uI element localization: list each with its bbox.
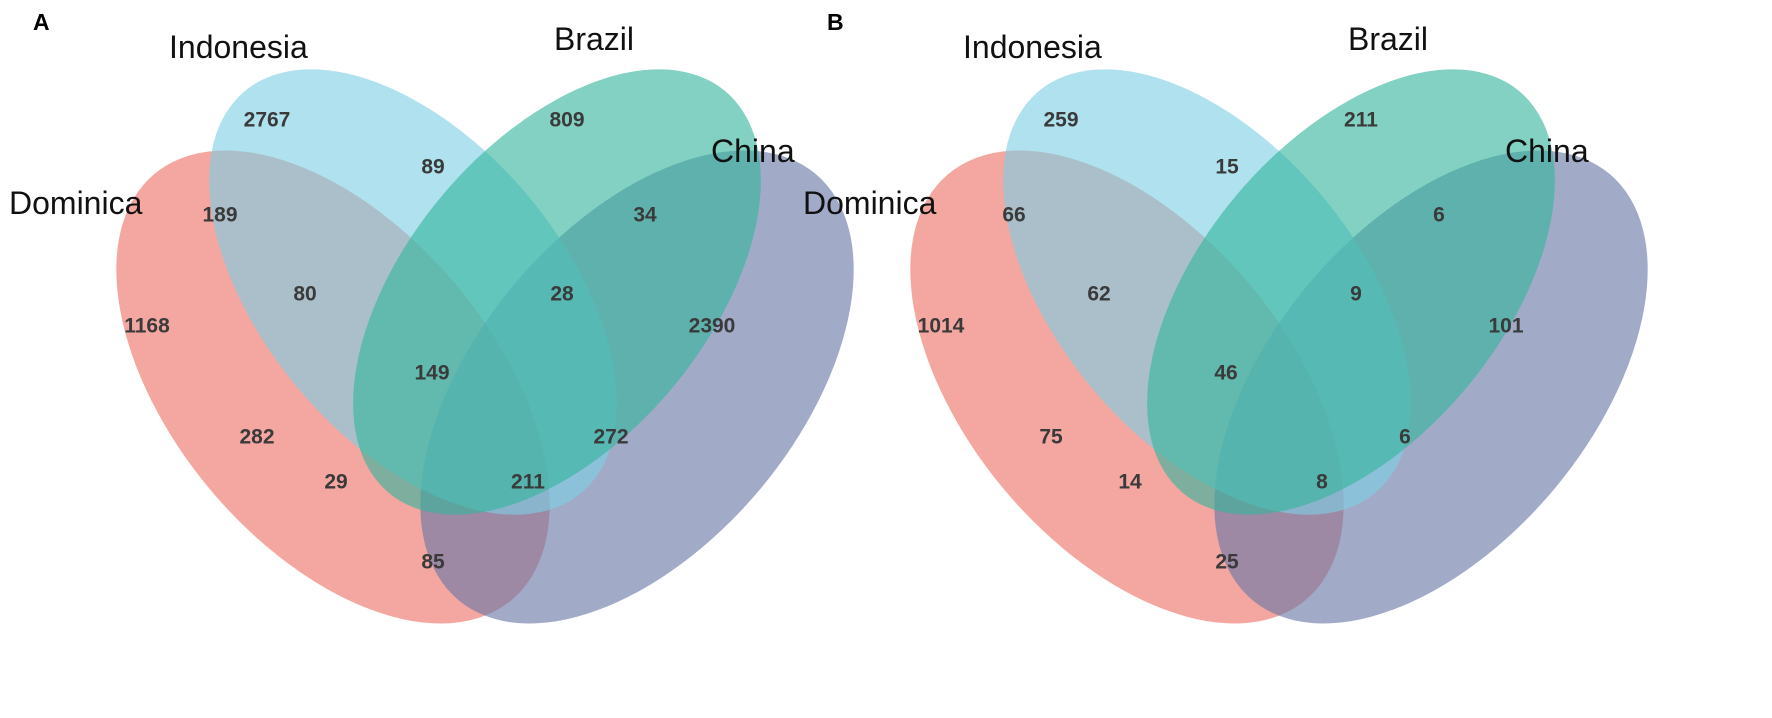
region-count-b: 809: [549, 109, 584, 132]
region-count-d: 1168: [124, 315, 170, 338]
region-count-dibc: 149: [414, 362, 449, 385]
region-count-di: 189: [202, 204, 237, 227]
region-count-ibc: 9: [1350, 283, 1362, 306]
region-count-di: 66: [1002, 204, 1025, 227]
region-count-c: 2390: [689, 315, 736, 338]
region-count-bc: 6: [1433, 204, 1445, 227]
set-label-brazil: Brazil: [1348, 21, 1428, 57]
region-count-dbc: 29: [324, 471, 347, 494]
set-label-china: China: [1505, 133, 1589, 169]
set-label-brazil: Brazil: [554, 21, 634, 57]
panel-letter: B: [827, 9, 844, 35]
region-count-i: 2767: [244, 109, 291, 132]
set-label-dominica: Dominica: [803, 185, 937, 221]
region-count-dc: 85: [421, 551, 445, 574]
region-count-dib: 62: [1087, 283, 1110, 306]
set-label-indonesia: Indonesia: [169, 29, 308, 65]
region-count-dic: 211: [511, 471, 545, 494]
region-count-dic: 8: [1316, 471, 1328, 494]
set-ellipse-brazil: [1147, 69, 1555, 515]
region-count-bc: 34: [633, 204, 657, 227]
region-count-i: 259: [1043, 109, 1078, 132]
venn-panel-a: A Indonesia Brazil China Dominica 2767 809 1168…: [9, 9, 854, 624]
set-label-china: China: [711, 133, 795, 169]
panel-letter: A: [33, 9, 50, 35]
region-count-dib: 80: [293, 283, 316, 306]
set-label-indonesia: Indonesia: [963, 29, 1102, 65]
region-count-ic: 6: [1399, 426, 1411, 449]
region-count-ib: 15: [1215, 156, 1239, 179]
region-count-db: 75: [1039, 426, 1063, 449]
region-count-c: 101: [1488, 315, 1523, 338]
region-count-d: 1014: [918, 315, 965, 338]
set-label-dominica: Dominica: [9, 185, 143, 221]
region-count-ib: 89: [421, 156, 444, 179]
region-count-dbc: 14: [1118, 471, 1142, 494]
region-count-db: 282: [239, 426, 274, 449]
region-count-dibc: 46: [1214, 362, 1237, 385]
set-ellipse-brazil: [353, 69, 761, 515]
region-count-ic: 272: [593, 426, 628, 449]
region-count-b: 211: [1344, 109, 1378, 132]
region-count-dc: 25: [1215, 551, 1239, 574]
region-count-ibc: 28: [550, 283, 574, 306]
